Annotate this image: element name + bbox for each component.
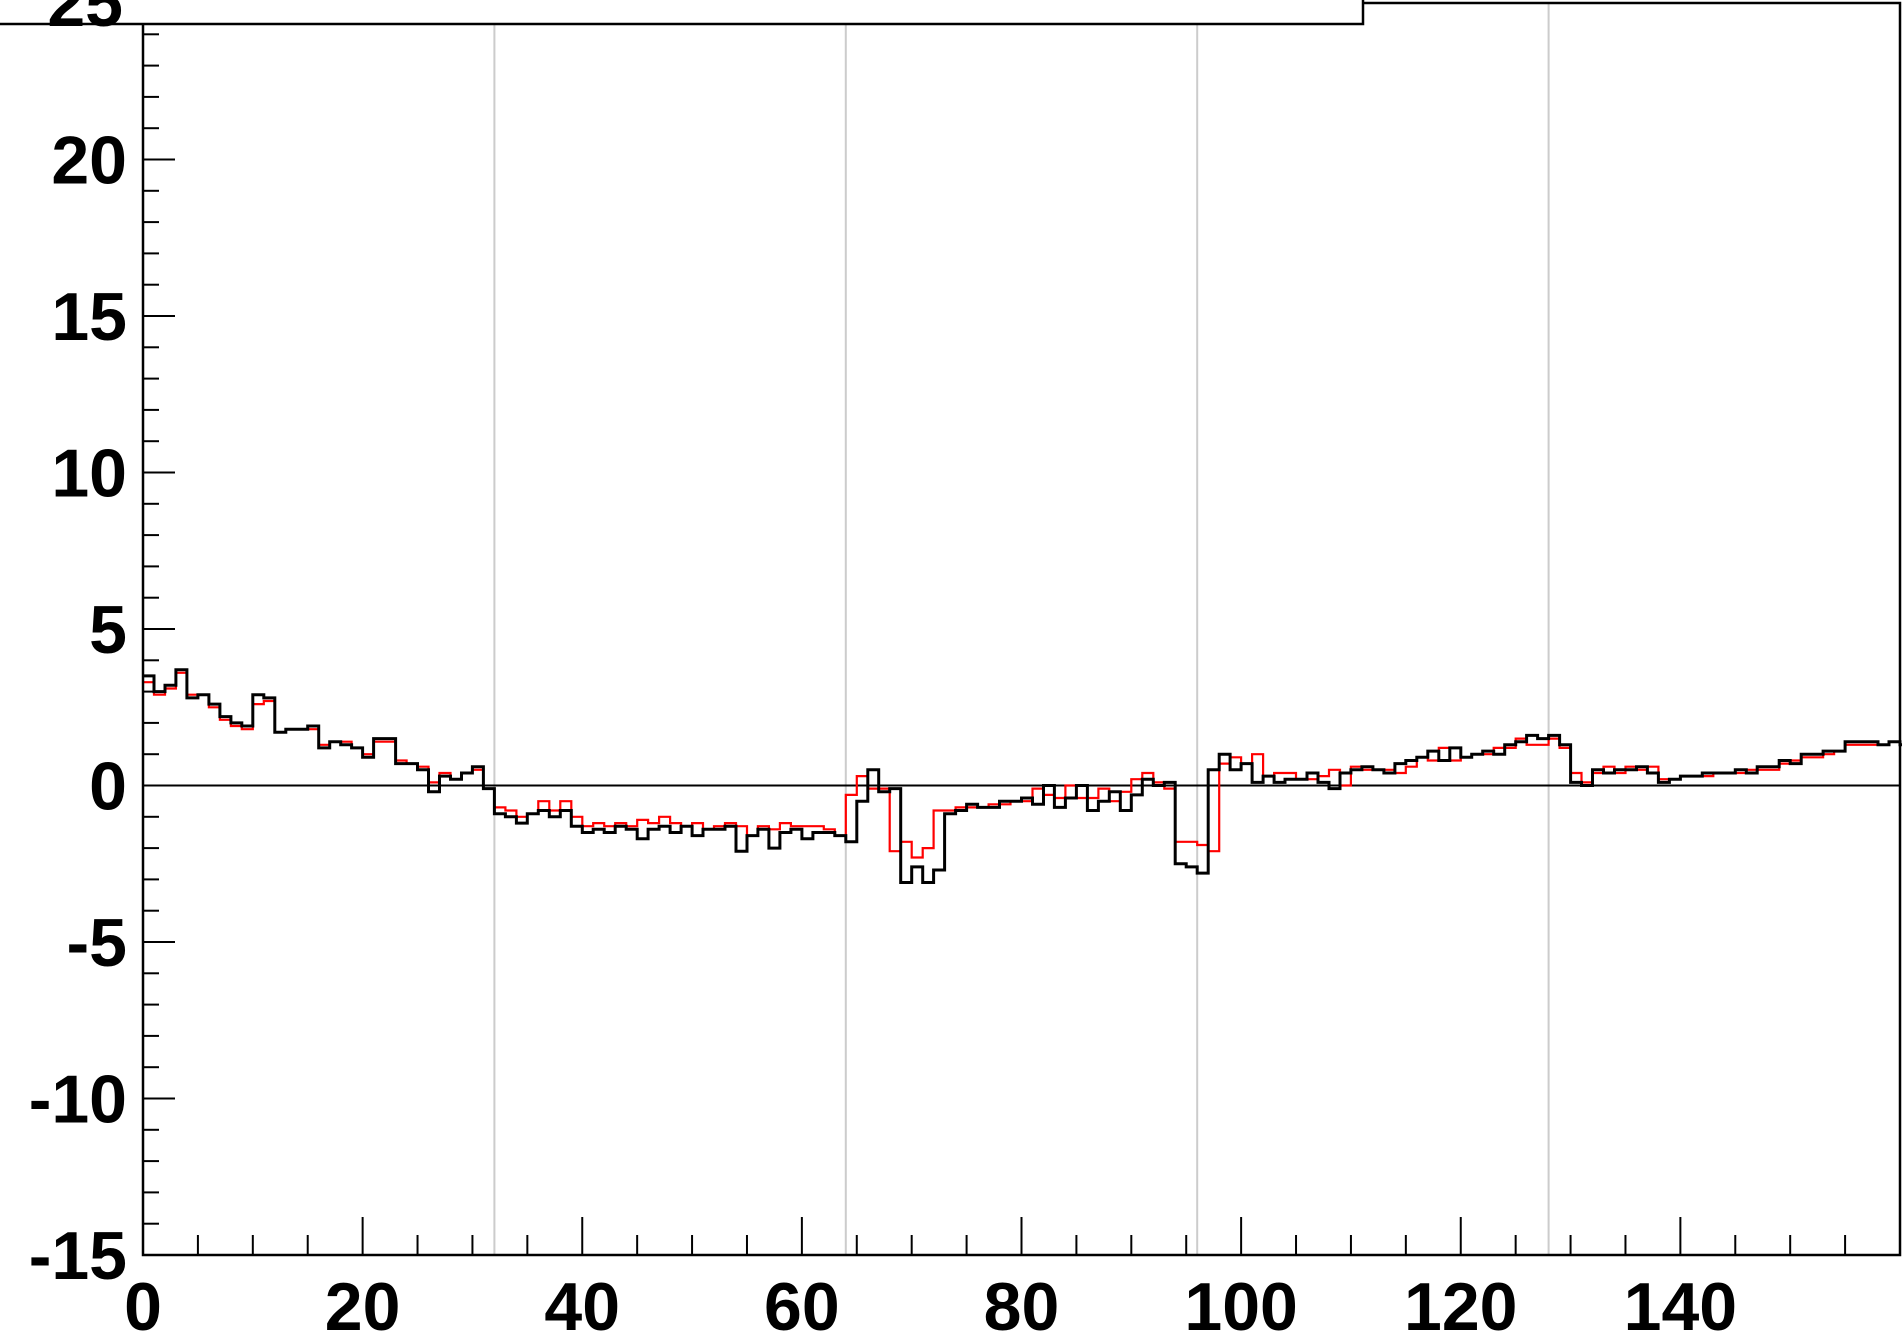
x-tick-label: 120 <box>1404 1269 1517 1340</box>
x-axis: 0 20 40 60 80 100 120 140 <box>124 1217 1901 1340</box>
x-tick-label: 140 <box>1624 1269 1737 1340</box>
y-tick-label: -10 <box>29 1062 127 1138</box>
vertical-gridlines <box>493 3 1550 1255</box>
y-tick-label: 0 <box>89 749 127 825</box>
y-tick-label: -5 <box>67 905 127 981</box>
x-tick-label: 60 <box>764 1269 840 1340</box>
y-tick-label: -15 <box>29 1218 127 1294</box>
x-tick-label: 40 <box>544 1269 620 1340</box>
legend-box <box>0 0 1365 26</box>
y-tick-label: 5 <box>89 592 127 668</box>
y-tick-label: 15 <box>51 279 127 355</box>
y-tick-label: 10 <box>51 436 127 512</box>
y-tick-label-top-partial: 25 <box>47 0 123 41</box>
x-tick-label: 100 <box>1184 1269 1297 1340</box>
x-tick-label: 0 <box>124 1269 162 1340</box>
x-tick-label: 20 <box>325 1269 401 1340</box>
x-tick-label: 80 <box>984 1269 1060 1340</box>
y-tick-label: 20 <box>51 123 127 199</box>
y-axis: -15 -10 -5 0 5 10 15 20 <box>29 2 175 1294</box>
series-line-2 <box>143 668 1902 884</box>
series-layer <box>143 668 1902 884</box>
